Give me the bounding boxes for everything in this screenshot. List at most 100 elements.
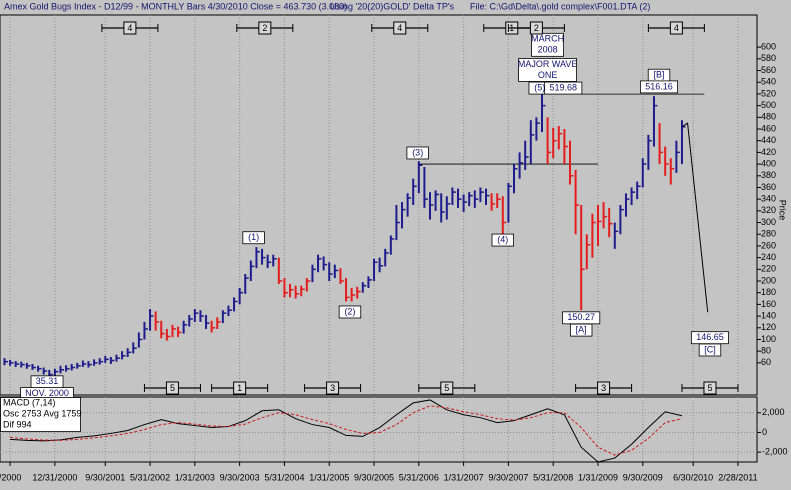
annotation-box (544, 81, 583, 95)
x-tick-label: 1/31/2003 (175, 472, 215, 482)
marker-box (669, 21, 683, 35)
y-tick-label: 340 (761, 194, 776, 204)
x-tick-label: 12/31/2000 (32, 472, 77, 482)
y-tick-label: 100 (761, 334, 776, 344)
y-tick-label: 220 (761, 264, 776, 274)
header-title: Amex Gold Bugs Index - D12/99 - MONTHLY … (4, 1, 347, 11)
annotation-box (531, 32, 564, 57)
macd-line (10, 399, 683, 463)
annotation-text: 2008 (538, 45, 558, 55)
y-tick-label: 360 (761, 182, 776, 192)
annotation-text: [A] (576, 324, 587, 334)
marker-label: 2 (534, 23, 539, 33)
y-tick-label: 60 (761, 357, 771, 367)
marker-box (393, 21, 407, 35)
marker-box (326, 381, 340, 395)
x-tick-label: 5/31/2002 (130, 472, 170, 482)
y-tick-label: 320 (761, 205, 776, 215)
marker-label: 3 (330, 383, 335, 393)
marker-label: 1 (237, 383, 242, 393)
annotation-text: [C] (704, 344, 716, 354)
annotation-text: (5) (534, 82, 545, 92)
annotation-text: MARCH (531, 34, 564, 44)
marker-label: 5 (444, 383, 449, 393)
y-tick-label: 280 (761, 229, 776, 239)
marker-label: 4 (397, 23, 402, 33)
y-tick-label: 480 (761, 112, 776, 122)
x-tick-label: 1/31/2009 (578, 472, 618, 482)
y-tick-label: 440 (761, 135, 776, 145)
annotation-text: 519.68 (550, 82, 578, 92)
marker-label: 2 (262, 23, 267, 33)
marker-label: 4 (127, 23, 132, 33)
annotation-text: (3) (412, 147, 423, 157)
y-tick-label: 520 (761, 88, 776, 98)
macd-panel (0, 396, 758, 463)
x-tick-label: 5/31/2004 (264, 472, 304, 482)
marker-box (258, 21, 272, 35)
annotation-text: NOV. 2000 (25, 388, 69, 398)
y-tick-label: 140 (761, 310, 776, 320)
x-tick-label: 9/30/2007 (488, 472, 528, 482)
marker-label: 5 (707, 383, 712, 393)
marker-box (597, 381, 611, 395)
x-tick-label: 2/28/2011 (718, 472, 757, 482)
annotation-text: 150.27 (567, 312, 595, 322)
y-tick-label: 2,000 (762, 407, 785, 417)
marker-box (529, 21, 543, 35)
marker-label: 4 (674, 23, 679, 33)
macd-line (10, 405, 683, 456)
y-tick-label: 0 (762, 427, 767, 437)
y-tick-label: 500 (761, 100, 776, 110)
header-using: Using '20(20)GOLD' Delta TP's (330, 1, 455, 11)
x-tick-label: 1/31/2005 (309, 472, 349, 482)
marker-label: 3 (601, 383, 606, 393)
y-tick-label: 260 (761, 240, 776, 250)
y-tick-label: 240 (761, 252, 776, 262)
y-tick-label: 600 (761, 42, 776, 52)
x-tick-label: 9/30/2009 (623, 472, 663, 482)
annotation-box (640, 80, 679, 94)
x-tick-label: 5/31/2008 (533, 472, 573, 482)
x-tick-label: 5/31/2006 (399, 472, 439, 482)
y-tick-label: 380 (761, 170, 776, 180)
legend-box (0, 397, 81, 432)
x-tick-label: 9/30/2001 (85, 472, 125, 482)
legend-text: Osc 2753 Avg 1759 (3, 408, 81, 418)
y-tick-label: 540 (761, 77, 776, 87)
annotation-text: 146.65 (696, 332, 724, 342)
y-tick-label: 580 (761, 53, 776, 63)
projection-line (681, 122, 709, 313)
annotation-box (518, 58, 577, 82)
y-tick-label: 300 (761, 217, 776, 227)
annotation-text: ONE (538, 70, 558, 80)
y-axis-label: Price (778, 200, 788, 221)
y-tick-label: -2,000 (762, 447, 788, 457)
marker-box (123, 21, 137, 35)
x-tick-label: 6/30/2010 (673, 472, 713, 482)
annotation-box (569, 323, 593, 337)
annotation-text: (4) (497, 234, 508, 244)
y-tick-label: 120 (761, 322, 776, 332)
legend-text: MACD (7,14) (3, 397, 56, 407)
marker-box (165, 381, 179, 395)
x-tick-label: 9/30/2003 (220, 472, 260, 482)
annotation-text: 516.16 (645, 81, 673, 91)
annotation-box (406, 146, 429, 160)
annotation-text: (2) (344, 306, 355, 316)
y-tick-label: 400 (761, 158, 776, 168)
y-tick-label: 200 (761, 275, 776, 285)
header-file: File: C:\Gd\Delta\.gold complex\F001.DTA… (470, 1, 650, 11)
annotation-box (338, 305, 362, 319)
annotation-text: MAJOR WAVE (518, 59, 578, 69)
annotation-text: (1) (248, 232, 259, 242)
y-tick-label: 420 (761, 147, 776, 157)
annotation-text: [B] (654, 70, 665, 80)
y-tick-label: 460 (761, 123, 776, 133)
y-tick-label: 560 (761, 65, 776, 75)
annotation-box (242, 231, 265, 245)
legend-text: Dif 994 (3, 419, 32, 429)
marker-box (440, 381, 454, 395)
